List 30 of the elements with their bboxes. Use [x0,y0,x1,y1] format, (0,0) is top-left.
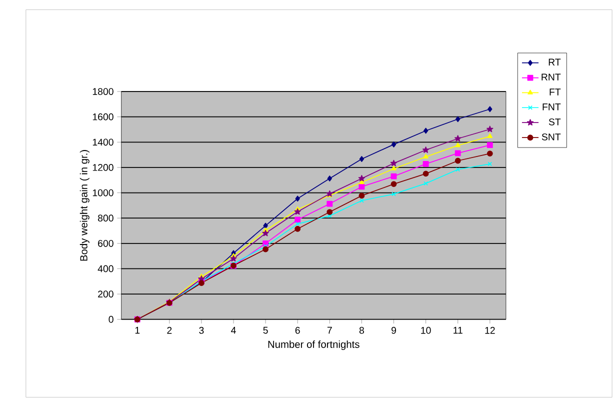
legend-label: RT [548,58,561,66]
y-tick-label: 0 [108,316,114,323]
legend-label: FNT [542,103,561,110]
x-axis-title: Number of fortnights [268,340,360,350]
x-tick-label: 1 [135,326,140,334]
x-tick-label: 8 [359,326,364,334]
y-tick-label: 1800 [92,88,114,95]
x-tick-label: 4 [231,326,236,334]
y-tick-label: 800 [98,214,114,222]
x-tick-label: 5 [263,326,268,334]
legend-label: ST [548,118,561,126]
y-tick-label: 400 [98,265,114,272]
x-tick-label: 7 [327,326,332,334]
x-tick-label: 10 [421,326,431,334]
y-tick-label: 1400 [92,138,114,146]
y-tick-label: 1200 [92,164,114,171]
x-tick-label: 12 [485,326,495,334]
x-tick-label: 9 [392,326,396,334]
y-tick-label: 1000 [92,189,114,196]
y-tick-label: 200 [98,290,114,298]
x-tick-label: 11 [454,326,462,334]
legend-label: SNT [542,133,561,140]
y-tick-label: 1600 [92,113,114,120]
x-tick-label: 2 [167,326,172,334]
x-tick-label: 3 [199,326,204,334]
legend-label: FT [550,88,561,96]
x-tick-label: 6 [295,326,300,334]
y-axis-title: Body weight gain ( in gr.) [80,150,90,261]
y-tick-label: 600 [98,240,114,247]
legend-label: RNT [542,74,561,80]
